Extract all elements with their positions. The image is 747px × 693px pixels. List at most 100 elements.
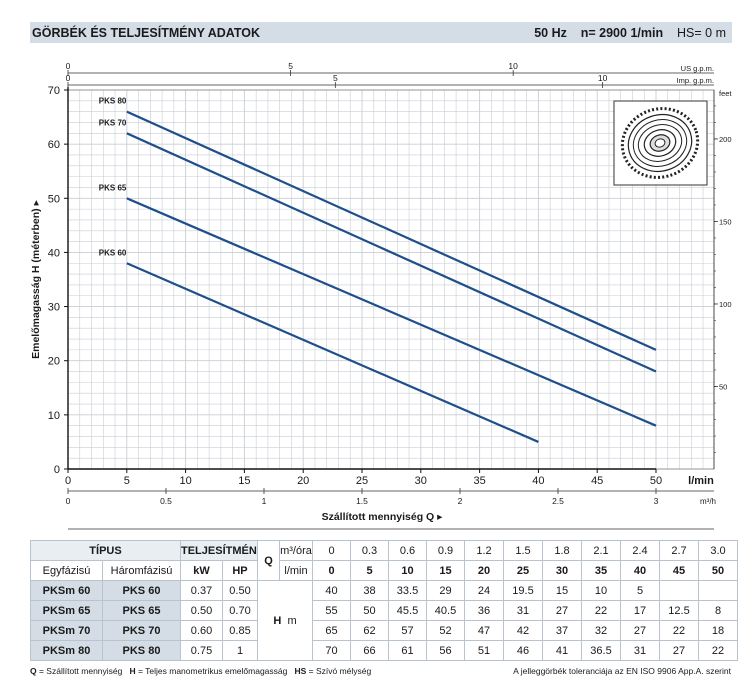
q-m3-value: 0.9: [426, 540, 465, 561]
power-hp: 0.70: [222, 600, 258, 621]
feet-unit: feet: [719, 89, 732, 98]
chart-series: [126, 110, 657, 443]
head-value: 33.5: [388, 580, 427, 601]
x-tick-label: 45: [591, 475, 603, 487]
series-line: [126, 132, 657, 373]
x-unit-m3h: m³/h: [700, 497, 716, 506]
x-tick-label: 5: [124, 475, 130, 487]
suction-depth: HS= 0 m: [677, 25, 726, 40]
head-value: 31: [503, 600, 543, 621]
x-axis-title: Szállított mennyiség Q ▸: [322, 511, 444, 523]
model-single-phase: PKSm 65: [30, 600, 103, 621]
footer-hs-desc: = Szívó mélység: [306, 666, 372, 676]
m3h-tick-label: 0: [66, 496, 71, 506]
y-tick-label: 20: [48, 356, 60, 368]
head-value: 65: [312, 620, 351, 641]
us-gpm-tick-label: 0: [66, 61, 71, 71]
power-kw: 0.75: [180, 640, 223, 661]
frequency: 50 Hz: [534, 25, 567, 40]
series-label: PKS 70: [99, 118, 127, 127]
y-tick-label: 10: [48, 410, 60, 422]
col-hp: HP: [222, 560, 258, 581]
peripheral-impeller-icon: [613, 100, 708, 186]
m3h-tick-label: 2: [458, 496, 463, 506]
head-value: 46: [503, 640, 543, 661]
x-tick-label: 0: [65, 475, 71, 487]
footer-q-key: Q: [30, 666, 37, 676]
x-tick-label: 10: [179, 475, 191, 487]
x-tick-label: 25: [356, 475, 368, 487]
model-single-phase: PKSm 80: [30, 640, 103, 661]
us-gpm-label: US g.p.m.: [681, 64, 714, 73]
head-value: 27: [659, 640, 699, 661]
head-value: 29: [426, 580, 465, 601]
feet-tick-label: 50: [719, 382, 727, 391]
model-single-phase: PKSm 70: [30, 620, 103, 641]
q-m3-value: 2.7: [659, 540, 699, 561]
x-tick-label: 15: [238, 475, 250, 487]
footer-h-key: H: [129, 666, 136, 676]
table-row: PKSm 70 PKS 70 0.60 0.85 65 62 57 52 47 …: [30, 620, 738, 641]
head-value: 61: [388, 640, 427, 661]
head-value: 52: [426, 620, 465, 641]
series-line: [126, 262, 539, 443]
head-value: 40.5: [426, 600, 465, 621]
footer-tolerance-note: A jelleggörbék toleranciája az EN ISO 99…: [513, 666, 731, 676]
table-row: PKSm 60 PKS 60 0.37 0.50 H m 40 38 33.5 …: [30, 580, 738, 661]
head-value: 24: [464, 580, 504, 601]
speed: n= 2900: [580, 25, 627, 40]
imp-gpm-tick-label: 10: [598, 73, 608, 83]
x-tick-label: 40: [532, 475, 544, 487]
head-value: [698, 580, 738, 601]
q-lmin-value: 0: [312, 560, 351, 581]
q-lmin-value: 25: [503, 560, 543, 581]
header-conditions: 50 Hz n= 2900 1/min HS= 0 m: [534, 26, 726, 40]
table-header-row-1: TÍPUS TELJESÍTMÉNY Q m³/óra 0 0.3 0.6 0.…: [30, 540, 738, 581]
model-three-phase: PKS 65: [102, 600, 181, 621]
m3h-tick-label: 0.5: [160, 496, 172, 506]
head-value: 22: [659, 620, 699, 641]
y-tick-label: 60: [48, 139, 60, 151]
us-gpm-tick-label: 5: [288, 61, 293, 71]
q-m3-value: 0.6: [388, 540, 427, 561]
head-value: 42: [503, 620, 543, 641]
head-value: 31: [620, 640, 660, 661]
model-three-phase: PKS 60: [102, 580, 181, 601]
imp-gpm-label: Imp. g.p.m.: [676, 76, 714, 85]
head-value: 8: [698, 600, 738, 621]
y-tick-label: 40: [48, 247, 60, 259]
x-tick-label: 35: [473, 475, 485, 487]
head-value: 41: [542, 640, 582, 661]
x-tick-label: 50: [650, 475, 662, 487]
head-value: 45.5: [388, 600, 427, 621]
q-lmin-value: 35: [581, 560, 621, 581]
head-value: 37: [542, 620, 582, 641]
x-unit-lmin: l/min: [688, 475, 714, 487]
footer-q-desc: = Szállított mennyiség: [36, 666, 123, 676]
m3h-tick-label: 2.5: [552, 496, 564, 506]
q-m3-value: 2.4: [620, 540, 660, 561]
head-value: 10: [581, 580, 621, 601]
performance-table: TÍPUS TELJESÍTMÉNY Q m³/óra 0 0.3 0.6 0.…: [30, 540, 738, 661]
head-value: 18: [698, 620, 738, 641]
section-title: GÖRBÉK ÉS TELJESÍTMÉNY ADATOK: [32, 25, 261, 40]
q-m3-value: 1.2: [464, 540, 504, 561]
head-value: 32: [581, 620, 621, 641]
y-axis-title: Emelőmagasság H (méterben) ▸: [30, 199, 42, 358]
q-lmin-value: 50: [698, 560, 738, 581]
y-tick-label: 50: [48, 193, 60, 205]
y-tick-label: 70: [48, 85, 60, 97]
head-label: H m: [257, 580, 313, 661]
table-header-row-2: Egyfázisú Háromfázisú kW HP l/min 0 5 10…: [30, 560, 738, 581]
imp-gpm-tick-label: 5: [333, 73, 338, 83]
head-value: 22: [581, 600, 621, 621]
head-value: 15: [542, 580, 582, 601]
power-hp: 1: [222, 640, 258, 661]
x-tick-label: 30: [415, 475, 427, 487]
series-line: [126, 197, 657, 427]
head-value: 55: [312, 600, 351, 621]
head-value: 57: [388, 620, 427, 641]
section-header: GÖRBÉK ÉS TELJESÍTMÉNY ADATOK 50 Hz n= 2…: [30, 22, 732, 43]
head-value: [659, 580, 699, 601]
